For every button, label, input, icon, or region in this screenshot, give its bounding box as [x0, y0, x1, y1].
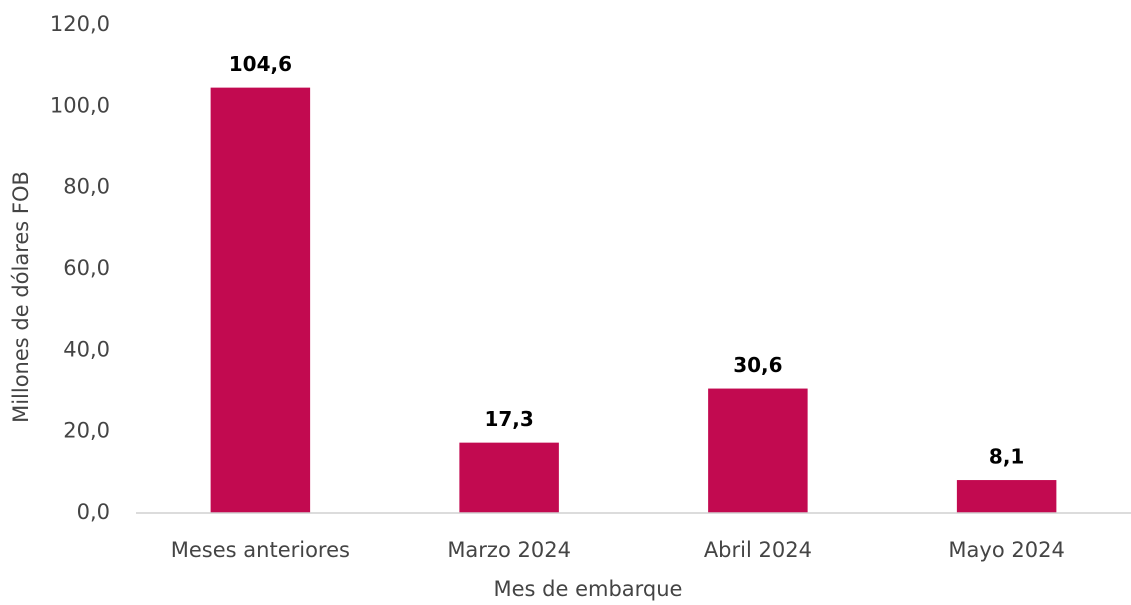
x-tick-label: Abril 2024 — [704, 538, 812, 562]
x-tick-label: Marzo 2024 — [447, 538, 571, 562]
value-label: 30,6 — [733, 353, 782, 377]
y-tick-label: 0,0 — [77, 500, 110, 524]
x-axis-label: Mes de embarque — [494, 577, 683, 601]
value-label: 17,3 — [484, 407, 533, 431]
x-tick-label: Meses anteriores — [171, 538, 350, 562]
y-tick-label: 100,0 — [50, 93, 110, 117]
y-tick-label: 20,0 — [63, 419, 110, 443]
y-tick-label: 60,0 — [63, 256, 110, 280]
value-label: 104,6 — [229, 52, 292, 76]
bar — [210, 87, 311, 514]
x-tick-label: Mayo 2024 — [948, 538, 1064, 562]
y-tick-label: 80,0 — [63, 175, 110, 199]
y-tick-label: 40,0 — [63, 337, 110, 361]
bar — [459, 442, 559, 513]
y-axis-label: Millones de dólares FOB — [9, 171, 33, 423]
value-label: 8,1 — [989, 445, 1024, 469]
bar — [708, 388, 808, 513]
y-tick-label: 120,0 — [50, 12, 110, 36]
bar — [956, 480, 1057, 513]
